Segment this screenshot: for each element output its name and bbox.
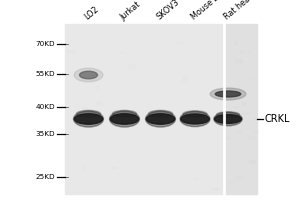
Bar (251, 176, 257, 178)
Bar (231, 80, 233, 82)
Bar (242, 58, 249, 59)
Ellipse shape (76, 110, 100, 117)
Bar (236, 176, 242, 178)
Text: LO2: LO2 (83, 5, 101, 22)
Bar (111, 167, 116, 168)
Bar (226, 164, 231, 165)
Bar (242, 102, 245, 104)
Bar (96, 102, 101, 104)
Text: CRKL: CRKL (265, 114, 290, 124)
Ellipse shape (146, 114, 175, 124)
Ellipse shape (110, 114, 139, 124)
Bar (67, 50, 74, 52)
Bar (229, 97, 232, 99)
Text: 25KD: 25KD (36, 174, 56, 180)
Text: 40KD: 40KD (36, 104, 56, 110)
Bar (228, 111, 234, 112)
Ellipse shape (183, 111, 207, 117)
Bar (128, 65, 135, 68)
Ellipse shape (215, 91, 241, 97)
Bar (229, 124, 230, 126)
Bar (253, 26, 255, 27)
Bar (189, 189, 196, 190)
Bar (84, 166, 85, 169)
Text: Mouse brain: Mouse brain (189, 0, 233, 22)
Bar (194, 178, 199, 179)
Text: 35KD: 35KD (36, 131, 56, 137)
Bar (228, 182, 231, 184)
Bar (182, 81, 186, 83)
Ellipse shape (180, 111, 210, 127)
Bar (248, 136, 255, 139)
Bar (249, 160, 255, 163)
Bar (224, 24, 256, 194)
Bar (78, 162, 80, 164)
Bar (250, 45, 254, 46)
Bar (127, 86, 128, 87)
Bar (67, 143, 69, 145)
Text: 55KD: 55KD (36, 71, 56, 77)
Bar (96, 86, 98, 88)
Bar (183, 76, 186, 79)
Bar (88, 110, 91, 113)
Bar (236, 59, 242, 62)
Ellipse shape (210, 88, 246, 100)
Ellipse shape (214, 115, 242, 123)
Ellipse shape (214, 112, 242, 126)
Text: SKOV3: SKOV3 (155, 0, 181, 22)
Ellipse shape (112, 110, 136, 117)
Bar (135, 148, 137, 149)
Bar (245, 113, 251, 115)
Bar (212, 188, 217, 189)
Bar (235, 131, 242, 133)
Bar (242, 112, 250, 114)
Ellipse shape (74, 111, 104, 127)
Bar (251, 150, 254, 152)
Ellipse shape (74, 114, 103, 124)
Bar (166, 161, 169, 163)
Bar (74, 142, 80, 144)
Bar (226, 139, 229, 141)
Text: 70KD: 70KD (36, 41, 56, 47)
Text: Rat heart: Rat heart (222, 0, 257, 22)
Bar (78, 127, 81, 130)
Bar (82, 107, 86, 110)
Ellipse shape (80, 71, 98, 79)
Ellipse shape (74, 68, 103, 82)
Bar (176, 42, 182, 43)
Ellipse shape (146, 111, 176, 127)
Bar (235, 41, 236, 44)
Ellipse shape (181, 114, 209, 124)
Bar (179, 164, 182, 167)
Ellipse shape (110, 111, 140, 127)
Bar (168, 128, 175, 129)
Bar (64, 24, 224, 194)
Bar (88, 49, 90, 50)
Bar (224, 137, 230, 139)
Bar (233, 106, 238, 107)
Bar (0, 24, 64, 194)
Bar (218, 174, 221, 177)
Ellipse shape (217, 112, 239, 117)
Bar (142, 32, 148, 33)
Bar (253, 130, 258, 133)
Bar (68, 96, 69, 98)
Bar (66, 163, 70, 165)
Bar (248, 51, 249, 53)
Text: Jurkat: Jurkat (119, 0, 142, 22)
Bar (239, 51, 244, 52)
Ellipse shape (148, 110, 172, 117)
